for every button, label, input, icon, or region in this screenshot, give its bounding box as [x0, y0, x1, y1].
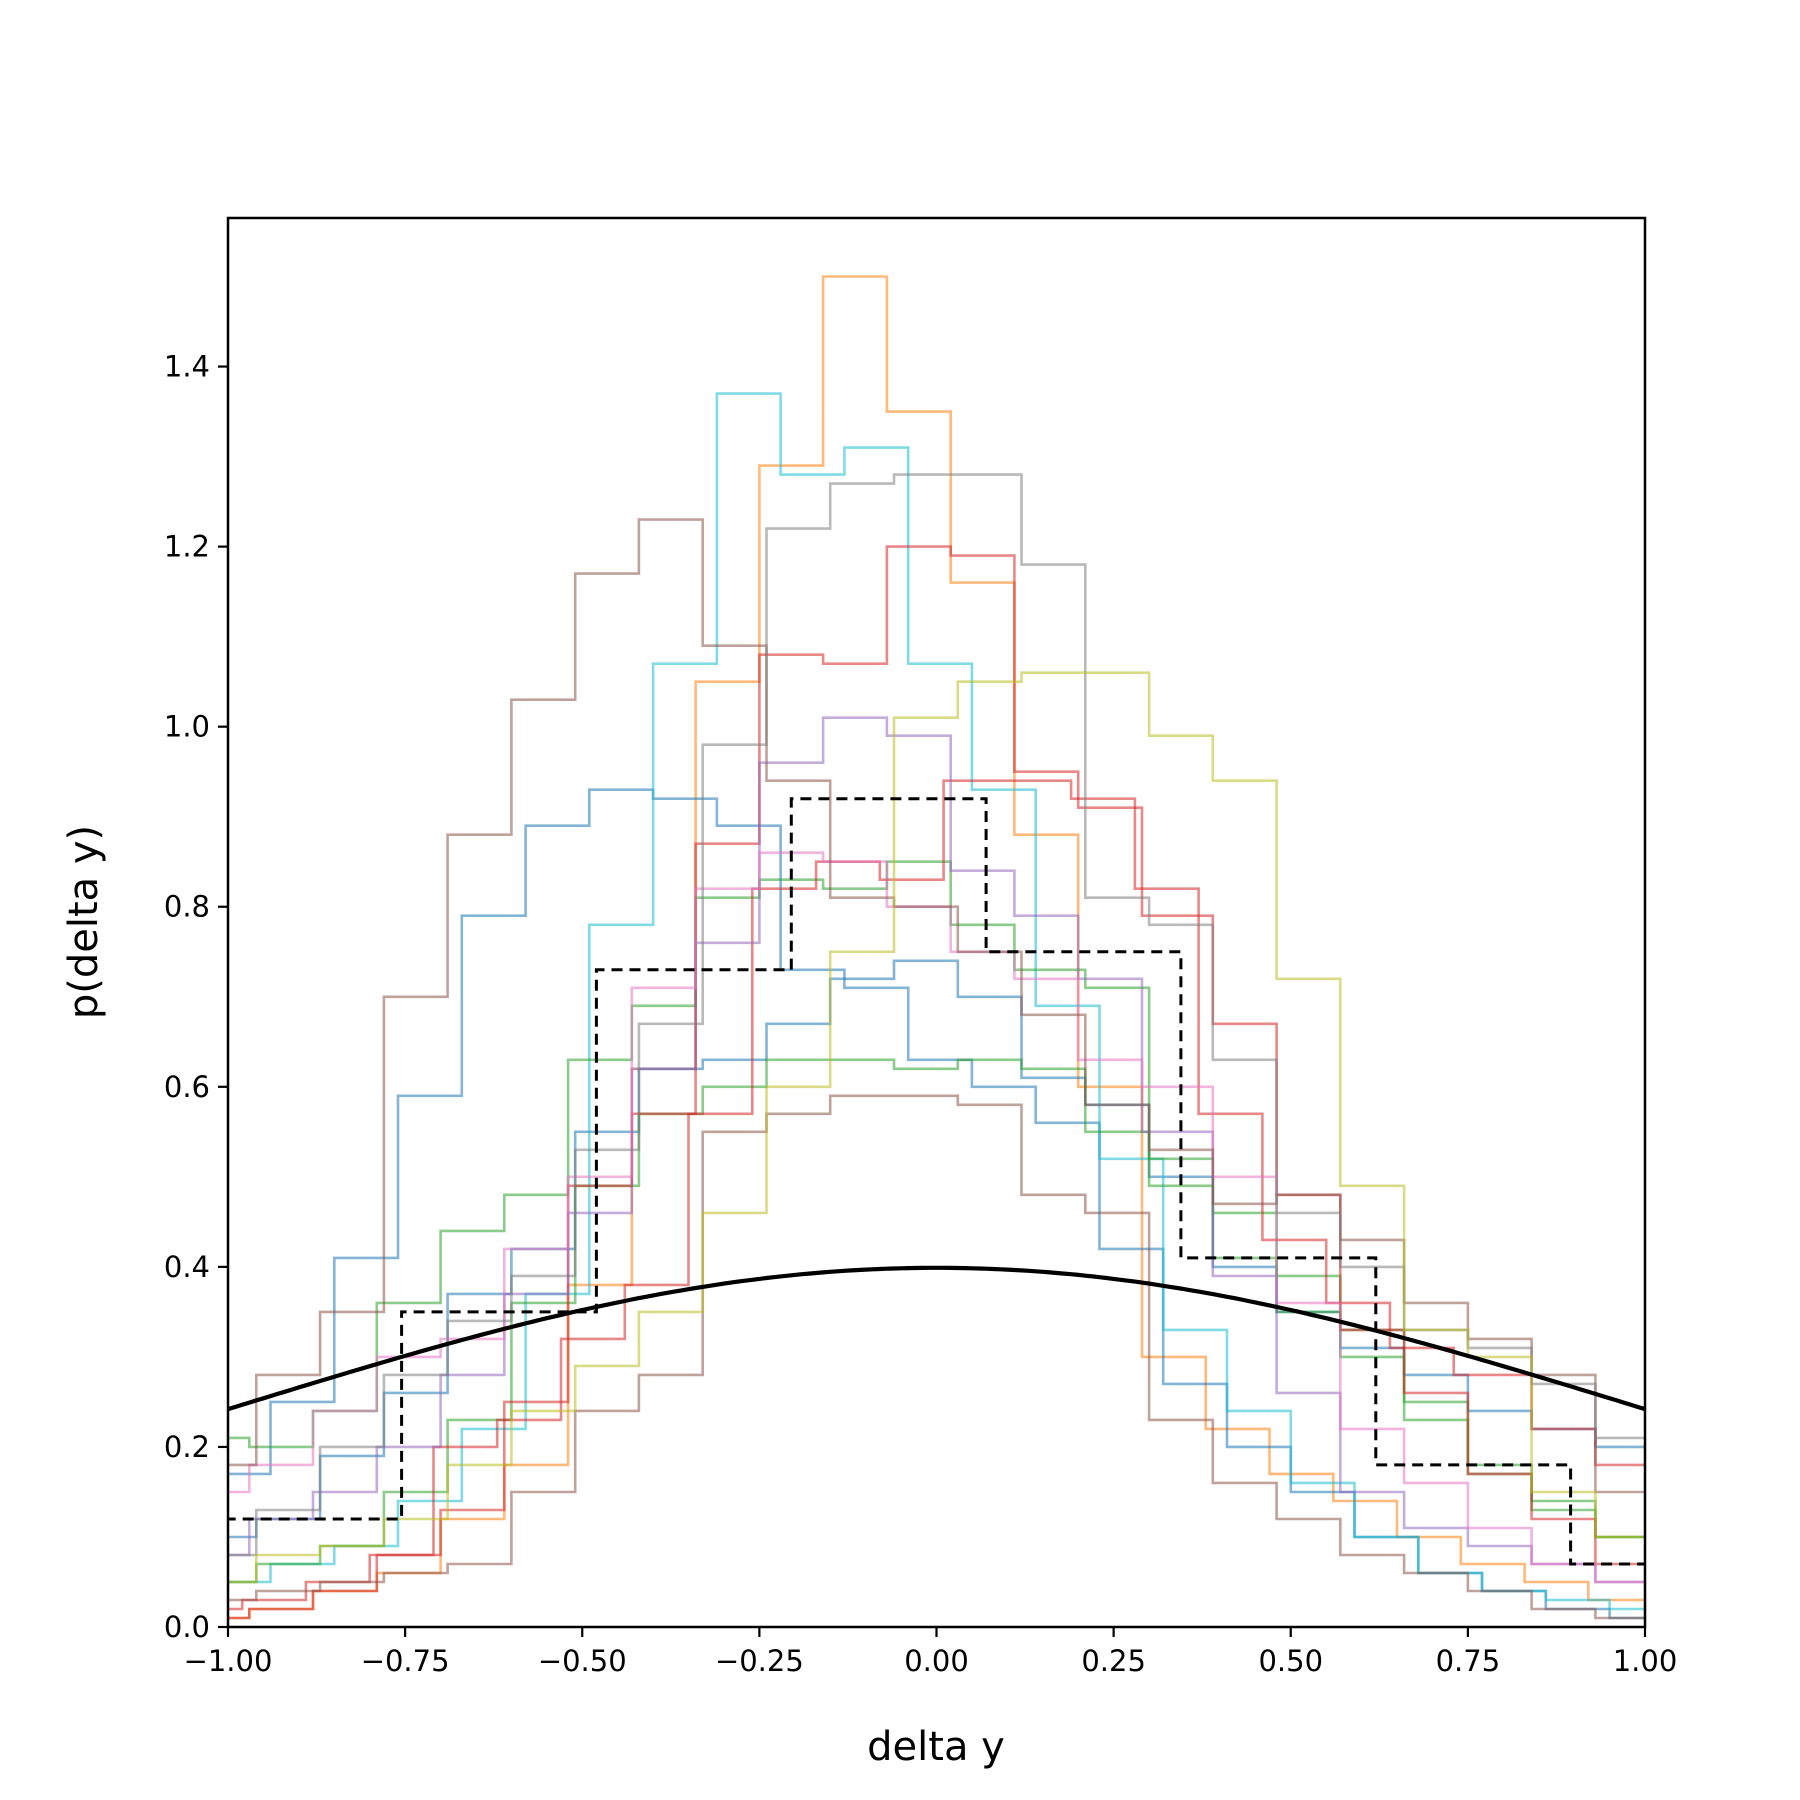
- y-axis: 0.0 0.2 0.4 0.6 0.8 1.0 1.2 1.4: [164, 350, 228, 1644]
- x-tick-label: 0.25: [1081, 1644, 1146, 1678]
- x-tick-label: −0.75: [361, 1644, 450, 1678]
- x-tick-label: 0.75: [1436, 1644, 1501, 1678]
- histogram-series-12: [228, 1094, 1645, 1620]
- x-tick-label: 0.50: [1258, 1644, 1323, 1678]
- y-tick-label: 0.8: [164, 890, 210, 924]
- x-tick-label: 0.00: [904, 1644, 969, 1678]
- x-axis: −1.00 −0.75 −0.50 −0.25 0.00 0.25 0.50 0.75 1.00: [184, 1627, 1678, 1678]
- normal-pdf-curve: [228, 1265, 1645, 1412]
- y-tick-label: 0.6: [164, 1070, 210, 1104]
- x-axis-title: delta y: [867, 1724, 1005, 1770]
- histogram-series-8: [228, 779, 1645, 1611]
- reference-histogram: [228, 797, 1645, 1566]
- histogram-series-3: [228, 959, 1645, 1539]
- y-tick-label: 0.2: [164, 1430, 210, 1464]
- x-tick-label: 1.00: [1613, 1644, 1678, 1678]
- y-tick-label: 0.0: [164, 1610, 210, 1644]
- histogram-series-11: [228, 518, 1645, 1494]
- histogram-series-5: [228, 860, 1645, 1539]
- y-tick-label: 1.0: [164, 710, 210, 744]
- x-tick-label: −0.25: [715, 1644, 804, 1678]
- y-tick-label: 1.2: [164, 530, 210, 564]
- y-axis-title: p(delta y): [61, 825, 107, 1019]
- x-tick-label: −0.50: [538, 1644, 627, 1678]
- x-tick-label: −1.00: [184, 1644, 273, 1678]
- histogram-series-6: [228, 1058, 1645, 1584]
- histogram-series-14: [228, 671, 1645, 1584]
- y-tick-label: 1.4: [164, 350, 210, 384]
- y-tick-label: 0.4: [164, 1250, 210, 1284]
- plot-area: [228, 275, 1645, 1620]
- histogram-series-9: [228, 716, 1645, 1584]
